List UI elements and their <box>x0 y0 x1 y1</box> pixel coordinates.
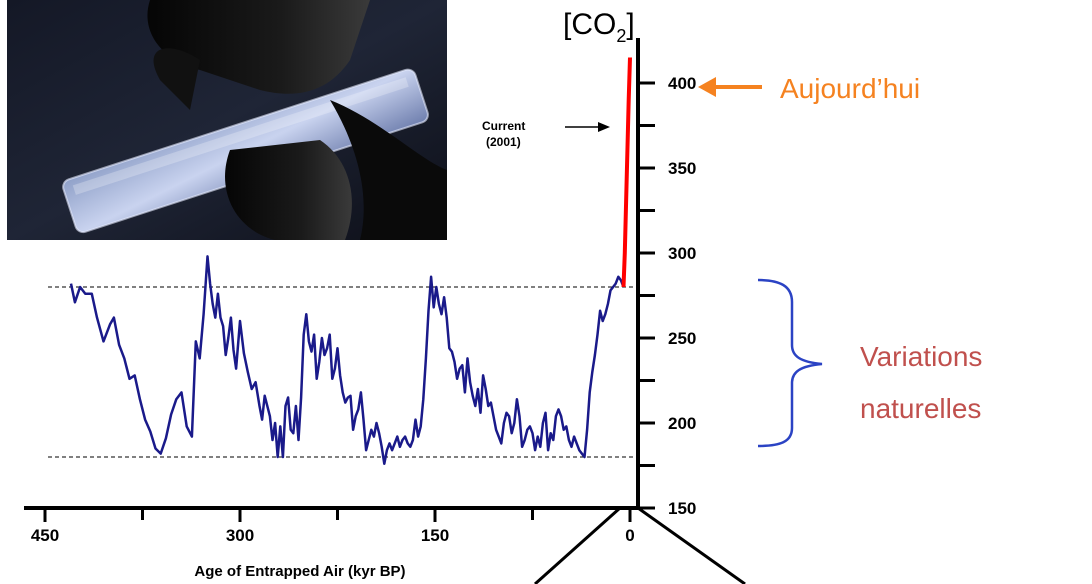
y-tick-label: 300 <box>668 244 696 263</box>
today-annotation: Aujourd’hui <box>698 73 920 104</box>
today-label: Aujourd’hui <box>780 73 920 104</box>
x-tick-label: 300 <box>226 526 254 545</box>
y-tick-label: 350 <box>668 159 696 178</box>
perspective-line-left <box>534 506 621 584</box>
x-ticks: 450 300 150 0 <box>31 508 635 545</box>
ice-core-photo <box>7 0 447 240</box>
current-label: Current <box>482 119 525 133</box>
natural-variations-line2: naturelles <box>860 393 981 424</box>
x-tick-label: 450 <box>31 526 59 545</box>
natural-variations-line1: Variations <box>860 341 982 372</box>
y-tick-label: 400 <box>668 74 696 93</box>
y-tick-label: 250 <box>668 329 696 348</box>
axes <box>24 38 746 584</box>
x-tick-label: 150 <box>421 526 449 545</box>
y-tick-label: 200 <box>668 414 696 433</box>
reference-lines <box>48 286 638 458</box>
current-annotation: Current (2001) <box>482 119 610 149</box>
y-ticks: 150 200 250 300 350 400 <box>638 74 696 518</box>
y-tick-label: 150 <box>668 499 696 518</box>
perspective-line-right <box>637 506 746 584</box>
current-sub-label: (2001) <box>486 135 521 149</box>
x-tick-label: 0 <box>625 526 634 545</box>
natural-variations-annotation: Variations naturelles <box>757 278 982 448</box>
today-arrow-head <box>698 77 716 97</box>
y-axis-title: [CO2] <box>563 8 635 46</box>
co2-natural-series-line <box>69 255 625 466</box>
co2-recent-series-line <box>621 57 632 288</box>
current-arrow-head <box>598 122 610 132</box>
x-axis-label: Age of Entrapped Air (kyr BP) <box>194 563 405 580</box>
curly-brace-icon <box>757 278 823 448</box>
